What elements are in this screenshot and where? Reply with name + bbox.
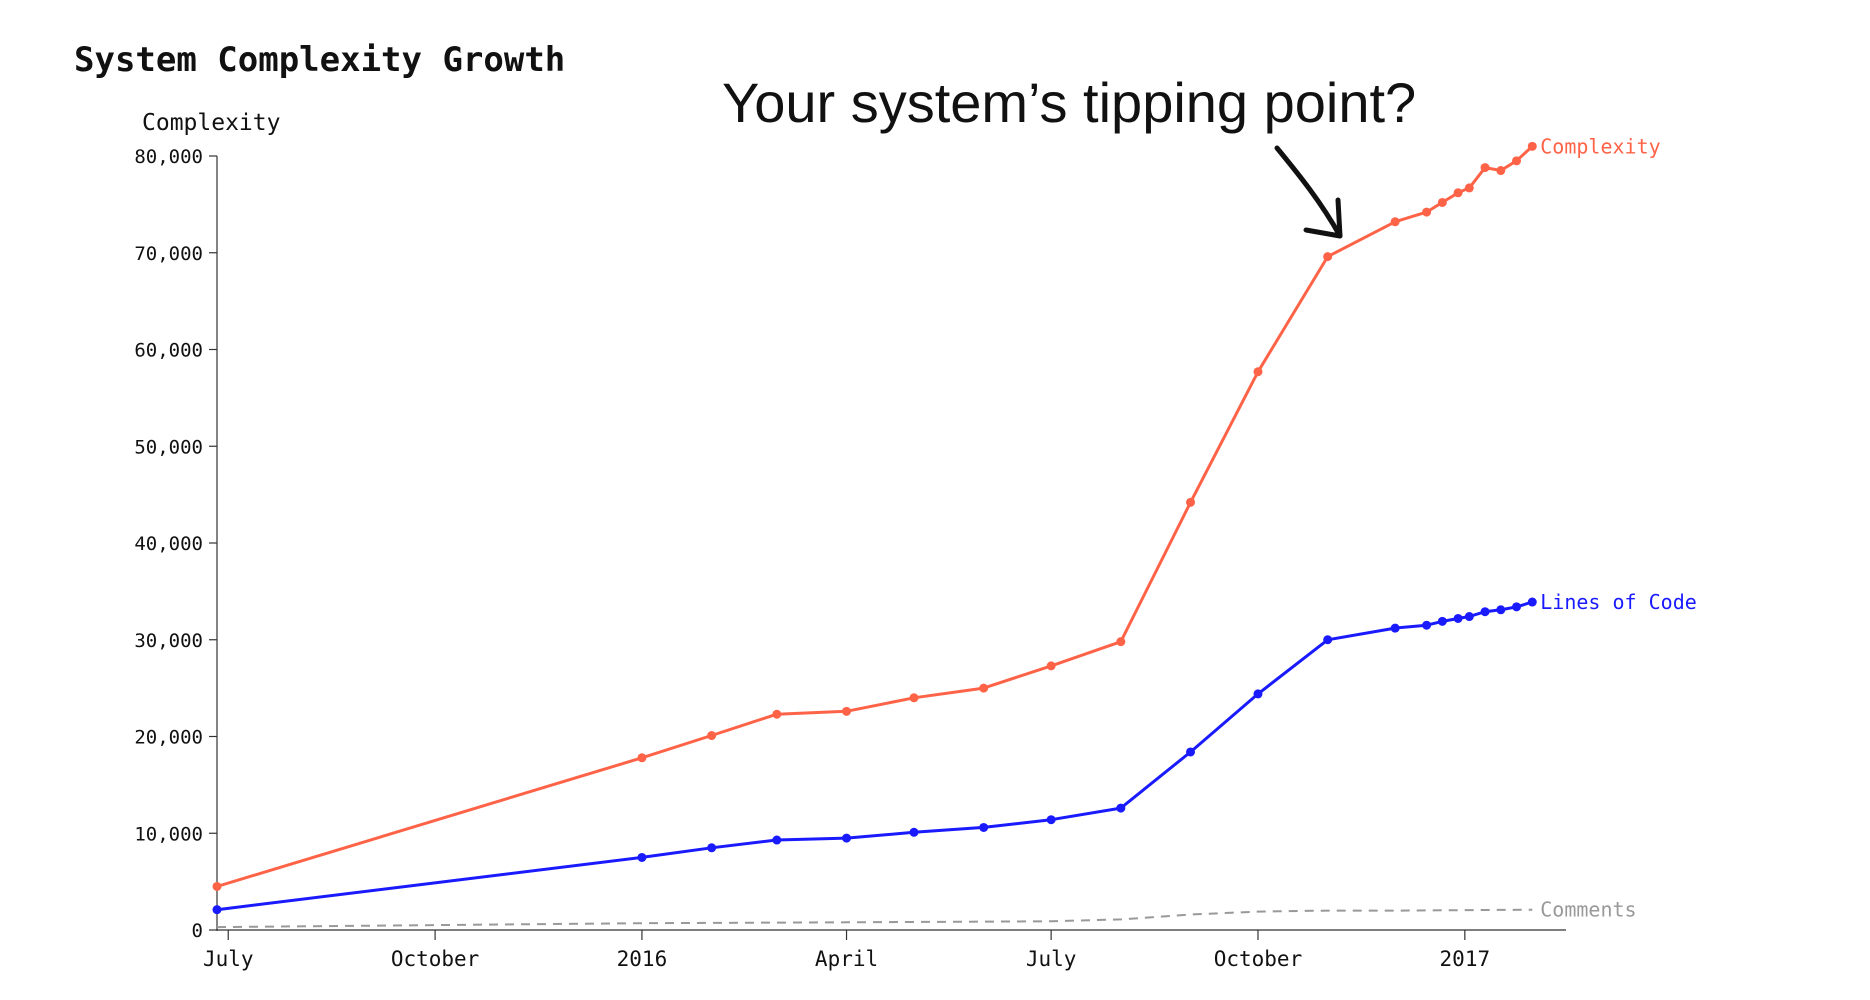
x-tick-label: 2016 (617, 947, 668, 971)
data-point (979, 822, 989, 832)
data-point (1527, 141, 1537, 151)
y-tick-label: 0 (192, 920, 203, 942)
data-point (909, 693, 919, 703)
data-point (1186, 747, 1196, 757)
x-tick-label: July (203, 947, 254, 971)
y-tick-label: 60,000 (134, 340, 203, 362)
data-point (1046, 661, 1056, 671)
data-point (842, 833, 852, 843)
data-point (842, 706, 852, 716)
data-point (1464, 183, 1474, 193)
y-tick-label: 10,000 (134, 823, 203, 845)
data-point (707, 843, 717, 853)
data-point (909, 827, 919, 837)
y-axis-label: Complexity (142, 110, 281, 136)
series-line (216, 145, 1534, 888)
data-point (1116, 803, 1126, 813)
data-point (1253, 689, 1263, 699)
data-point (1453, 188, 1463, 198)
chart-title: System Complexity Growth (74, 40, 566, 80)
data-point (772, 835, 782, 845)
y-tick-label: 40,000 (134, 533, 203, 555)
data-point (1480, 163, 1490, 173)
data-point (1323, 252, 1333, 262)
data-point (1186, 497, 1196, 507)
annotation-arrow (1274, 145, 1343, 239)
data-point (1496, 166, 1506, 176)
data-point (1480, 607, 1490, 617)
annotation-arrowhead (1303, 197, 1343, 239)
data-point (1390, 623, 1400, 633)
y-tick-label: 20,000 (134, 727, 203, 749)
data-point (1437, 197, 1447, 207)
series-end-label: Complexity (1540, 134, 1660, 158)
data-point (1453, 613, 1463, 623)
data-point (1422, 620, 1432, 630)
data-point (1046, 815, 1056, 825)
data-point (1437, 616, 1447, 626)
y-tick-label: 50,000 (134, 436, 203, 458)
y-tick-label: 30,000 (134, 630, 203, 652)
data-point (1527, 597, 1537, 607)
data-point (637, 753, 647, 763)
data-point (637, 852, 647, 862)
data-point (212, 881, 222, 891)
series-line (216, 908, 1533, 929)
data-point (1323, 635, 1333, 645)
y-tick-label: 70,000 (134, 243, 203, 265)
data-point (979, 683, 989, 693)
x-tick-label: October (1214, 947, 1303, 971)
annotation-text: Your system’s tipping point? (722, 71, 1417, 134)
x-tick-label: April (815, 947, 878, 971)
series-line (216, 600, 1533, 912)
data-point (1496, 605, 1506, 615)
data-point (707, 731, 717, 741)
x-tick-label: October (391, 947, 480, 971)
data-point (1464, 612, 1474, 622)
data-point (1512, 156, 1522, 166)
x-tick-label: 2017 (1440, 947, 1491, 971)
data-point (1390, 217, 1400, 227)
data-point (1116, 637, 1126, 647)
series-end-label: Comments (1540, 898, 1636, 922)
data-point (1253, 367, 1263, 377)
data-point (212, 905, 222, 915)
data-point (1422, 207, 1432, 217)
data-point (1512, 602, 1522, 612)
x-tick-label: July (1026, 947, 1077, 971)
series-end-label: Lines of Code (1540, 590, 1697, 614)
data-point (772, 709, 782, 719)
y-tick-label: 80,000 (134, 146, 203, 168)
